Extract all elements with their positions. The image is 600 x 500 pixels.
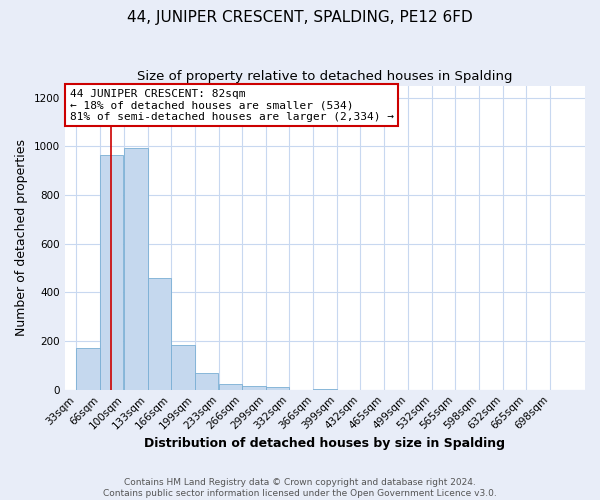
Bar	[76, 348, 100, 390]
Bar	[171, 344, 194, 390]
Bar	[313, 388, 337, 390]
Bar	[242, 386, 266, 390]
Bar	[219, 384, 242, 390]
Text: 44 JUNIPER CRESCENT: 82sqm
← 18% of detached houses are smaller (534)
81% of sem: 44 JUNIPER CRESCENT: 82sqm ← 18% of deta…	[70, 88, 394, 122]
X-axis label: Distribution of detached houses by size in Spalding: Distribution of detached houses by size …	[145, 437, 505, 450]
Bar	[148, 278, 171, 390]
Bar	[194, 372, 218, 390]
Title: Size of property relative to detached houses in Spalding: Size of property relative to detached ho…	[137, 70, 512, 83]
Y-axis label: Number of detached properties: Number of detached properties	[15, 139, 28, 336]
Text: Contains HM Land Registry data © Crown copyright and database right 2024.
Contai: Contains HM Land Registry data © Crown c…	[103, 478, 497, 498]
Bar	[124, 148, 148, 390]
Bar	[266, 388, 289, 390]
Bar	[100, 155, 124, 390]
Text: 44, JUNIPER CRESCENT, SPALDING, PE12 6FD: 44, JUNIPER CRESCENT, SPALDING, PE12 6FD	[127, 10, 473, 25]
